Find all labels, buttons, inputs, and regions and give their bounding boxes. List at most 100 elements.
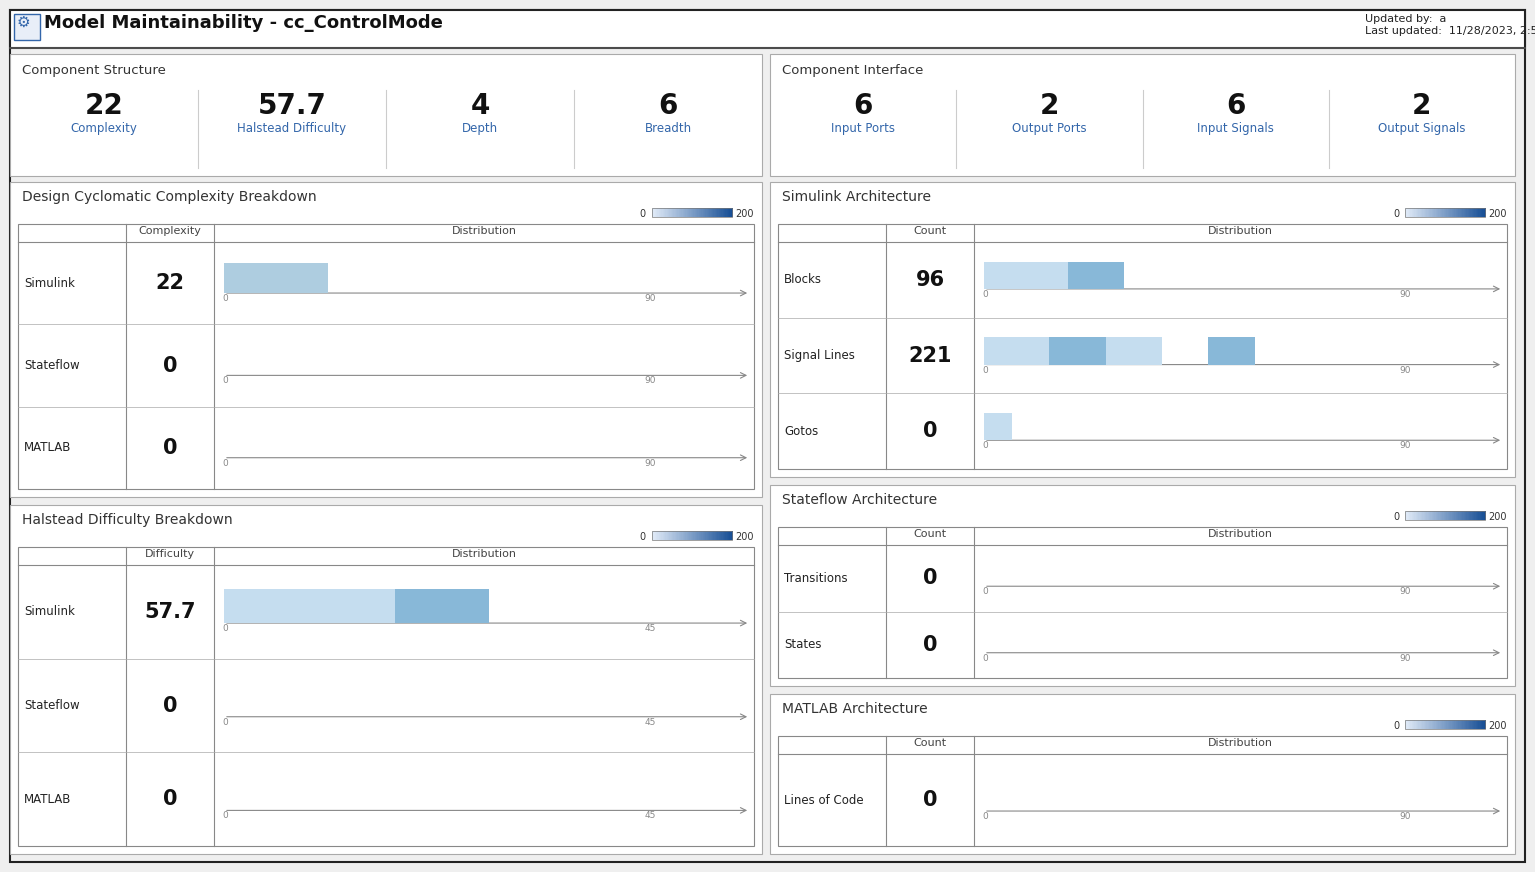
Bar [685,208,688,217]
Text: MATLAB: MATLAB [25,793,71,806]
Bar [1415,208,1417,217]
Bar [1455,720,1458,729]
Bar [1454,511,1457,520]
Bar [662,208,663,217]
Text: MATLAB Architecture: MATLAB Architecture [781,702,927,716]
Bar [1434,511,1437,520]
Bar [1460,511,1461,520]
Text: 0: 0 [223,718,227,726]
Bar [659,208,660,217]
Bar [1469,720,1471,729]
Bar [1478,511,1480,520]
Bar [729,208,731,217]
Bar [1426,208,1428,217]
Bar [984,337,1050,364]
Bar [1454,208,1457,217]
Bar [726,531,728,540]
Text: Transitions: Transitions [784,572,847,585]
Bar [1448,720,1449,729]
Bar [715,208,718,217]
Bar [666,208,669,217]
Text: 45: 45 [645,624,655,633]
Text: 0: 0 [640,208,646,219]
Bar [1443,720,1446,729]
Bar [1458,720,1460,729]
Bar [1414,208,1417,217]
Bar [1475,720,1478,729]
Bar [652,531,732,540]
Text: Last updated:  11/28/2023, 2:53:19 PM: Last updated: 11/28/2023, 2:53:19 PM [1365,26,1535,36]
Text: Blocks: Blocks [784,273,823,286]
Bar [1423,511,1424,520]
Bar [668,208,669,217]
Bar [715,208,717,217]
Text: 0: 0 [923,790,938,810]
Bar [1464,511,1467,520]
Text: 22: 22 [155,273,184,293]
Bar [708,531,709,540]
Bar [1414,511,1417,520]
Bar [1437,208,1438,217]
Bar [1475,511,1478,520]
Bar [771,54,1515,176]
Text: 0: 0 [982,441,989,450]
Text: 4: 4 [470,92,490,120]
Bar [1443,208,1446,217]
Bar [1437,720,1438,729]
Text: Count: Count [913,226,947,236]
Text: 57.7: 57.7 [258,92,327,120]
Bar [714,208,715,217]
Bar [1483,720,1484,729]
Text: Output Signals: Output Signals [1378,122,1466,135]
Text: 45: 45 [645,812,655,821]
Bar [984,413,1012,440]
Bar [695,531,697,540]
Text: 200: 200 [1487,208,1506,219]
Bar [1406,720,1408,729]
Bar [666,531,669,540]
Text: ⚙: ⚙ [17,15,31,30]
Text: Depth: Depth [462,122,497,135]
Bar [11,54,761,176]
Bar [18,547,754,846]
Text: 0: 0 [1392,512,1398,521]
Bar [1408,511,1409,520]
Bar [1417,720,1418,729]
Bar [1428,511,1429,520]
Bar [1434,720,1437,729]
Bar [1449,720,1451,729]
Bar [1454,720,1457,729]
Bar [1484,511,1486,520]
Bar [1474,720,1475,729]
Bar [1461,208,1463,217]
Bar [1435,511,1437,520]
Bar [717,208,720,217]
Bar [1068,262,1124,289]
Bar [717,531,720,540]
Bar [700,531,701,540]
Bar [14,14,40,40]
Bar [1420,511,1421,520]
Bar [701,531,703,540]
Bar [1420,720,1421,729]
Text: 200: 200 [735,208,754,219]
Bar [1451,720,1452,729]
Text: 90: 90 [645,459,655,467]
Bar [1461,511,1463,520]
Text: 0: 0 [923,569,938,589]
Bar [1458,208,1460,217]
Bar [1432,720,1434,729]
Bar [1414,208,1415,217]
Text: Halstead Difficulty: Halstead Difficulty [238,122,347,135]
Bar [1464,720,1466,729]
Bar [663,531,665,540]
Bar [662,531,663,540]
Bar [1469,511,1471,520]
Text: 57.7: 57.7 [144,602,196,622]
Text: 6: 6 [1226,92,1245,120]
Text: 0: 0 [223,624,227,633]
Bar [663,208,665,217]
Bar [1441,511,1443,520]
Bar [706,531,708,540]
Bar [1405,720,1408,729]
